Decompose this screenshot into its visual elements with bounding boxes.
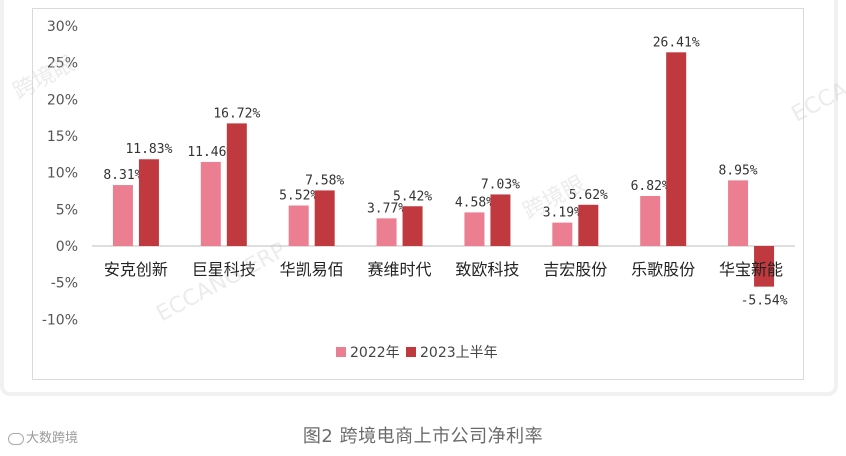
data-label: 11.46% xyxy=(187,145,234,160)
bar xyxy=(578,204,599,246)
x-category-label: 安克创新 xyxy=(104,260,168,279)
y-tick-label: 0% xyxy=(56,239,78,255)
brand-logo-icon xyxy=(8,432,24,445)
x-category-label: 巨星科技 xyxy=(192,260,256,279)
x-category-label: 吉宏股份 xyxy=(543,260,607,279)
data-label: 11.83% xyxy=(125,142,172,157)
data-label: 5.52% xyxy=(279,189,318,204)
bar xyxy=(288,205,309,246)
footer-brand: 大数跨境 xyxy=(8,427,78,446)
x-category-label: 华宝新能 xyxy=(719,260,783,279)
x-category-label: 华凯易佰 xyxy=(280,260,344,279)
data-label: 4.58% xyxy=(455,195,494,210)
data-label: 5.42% xyxy=(393,189,432,204)
bar xyxy=(226,123,247,246)
data-label: 6.82% xyxy=(631,179,670,194)
y-tick-label: 20% xyxy=(47,92,78,108)
outer-frame xyxy=(0,0,838,396)
data-label: 8.31% xyxy=(103,168,142,183)
x-category-label: 赛维时代 xyxy=(368,260,432,279)
bar xyxy=(754,246,775,287)
data-label: 5.62% xyxy=(569,188,608,203)
data-label: 7.58% xyxy=(305,173,344,188)
bar xyxy=(402,206,423,246)
legend-swatch xyxy=(336,347,346,357)
legend-label: 2023上半年 xyxy=(420,345,498,361)
data-label: 26.41% xyxy=(653,35,700,50)
y-tick-label: 10% xyxy=(47,166,78,182)
data-label: 8.95% xyxy=(718,163,757,178)
x-category-label: 致欧科技 xyxy=(455,260,519,279)
legend-label: 2022年 xyxy=(350,345,400,361)
x-category-label: 乐歌股份 xyxy=(631,260,695,279)
y-tick-label: 30% xyxy=(47,19,78,35)
bar xyxy=(200,161,221,246)
bar xyxy=(112,185,133,246)
y-tick-label: 15% xyxy=(47,129,78,145)
figure-caption: 图2 跨境电商上市公司净利率 xyxy=(302,426,544,447)
y-tick-label: 5% xyxy=(56,202,78,218)
bar xyxy=(464,212,485,246)
legend-swatch xyxy=(406,347,416,357)
bar xyxy=(666,52,687,247)
bar xyxy=(376,218,397,246)
net-margin-bar-chart: 30% 25% 20% 15% 10% 5% 0% -5% -10% 8.31% 11.83% 安克创… xyxy=(42,19,795,361)
y-tick-label: 25% xyxy=(47,56,78,72)
bar xyxy=(138,159,159,246)
data-label: 3.77% xyxy=(367,201,406,216)
bar xyxy=(552,222,573,246)
bar xyxy=(640,195,661,246)
bar xyxy=(490,194,511,246)
bar xyxy=(314,190,335,246)
footer-brand-label: 大数跨境 xyxy=(26,431,79,446)
y-tick-label: -10% xyxy=(42,312,78,328)
bar xyxy=(728,180,749,246)
y-tick-label: -5% xyxy=(51,276,78,292)
data-label: 7.03% xyxy=(481,177,520,192)
data-label: 3.19% xyxy=(543,206,582,221)
data-label: -5.54% xyxy=(741,294,788,309)
data-label: 16.72% xyxy=(213,106,260,121)
